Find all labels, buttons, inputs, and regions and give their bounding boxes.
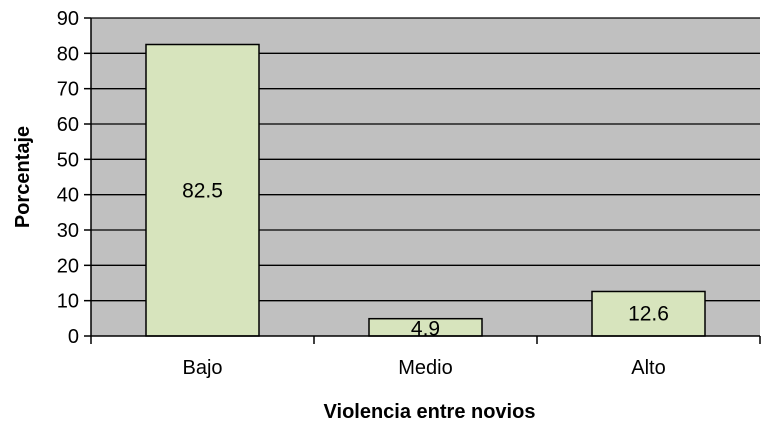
data-label-medio: 4.9 — [411, 318, 440, 341]
y-tick-label: 60 — [57, 114, 79, 136]
y-tick-label: 80 — [57, 43, 79, 65]
axes — [84, 17, 761, 344]
y-tick-labels: 0 10 20 30 40 50 60 70 80 90 — [57, 8, 79, 348]
data-label-alto: 12.6 — [628, 303, 669, 326]
y-axis-title: Porcentaje — [12, 126, 34, 228]
y-tick-label: 40 — [57, 185, 79, 207]
bar-bajo — [145, 43, 260, 337]
y-tick-label: 70 — [57, 79, 79, 101]
y-tick-label: 10 — [57, 291, 79, 313]
x-axis-title: Violencia entre novios — [324, 401, 536, 423]
y-tick-label: 0 — [68, 326, 79, 348]
y-tick-label: 50 — [57, 149, 79, 171]
x-tick-label: Alto — [631, 357, 665, 379]
y-tick-label: 30 — [57, 220, 79, 242]
x-tick-labels: Bajo Medio Alto — [182, 357, 665, 379]
y-tick-label: 90 — [57, 8, 79, 30]
x-tick-label: Medio — [398, 357, 452, 379]
x-tick-label: Bajo — [182, 357, 222, 379]
bar-alto — [591, 290, 706, 337]
bars: 82.5 4.9 12.6 — [145, 43, 706, 341]
data-label-bajo: 82.5 — [182, 179, 223, 202]
y-tick-label: 20 — [57, 255, 79, 277]
